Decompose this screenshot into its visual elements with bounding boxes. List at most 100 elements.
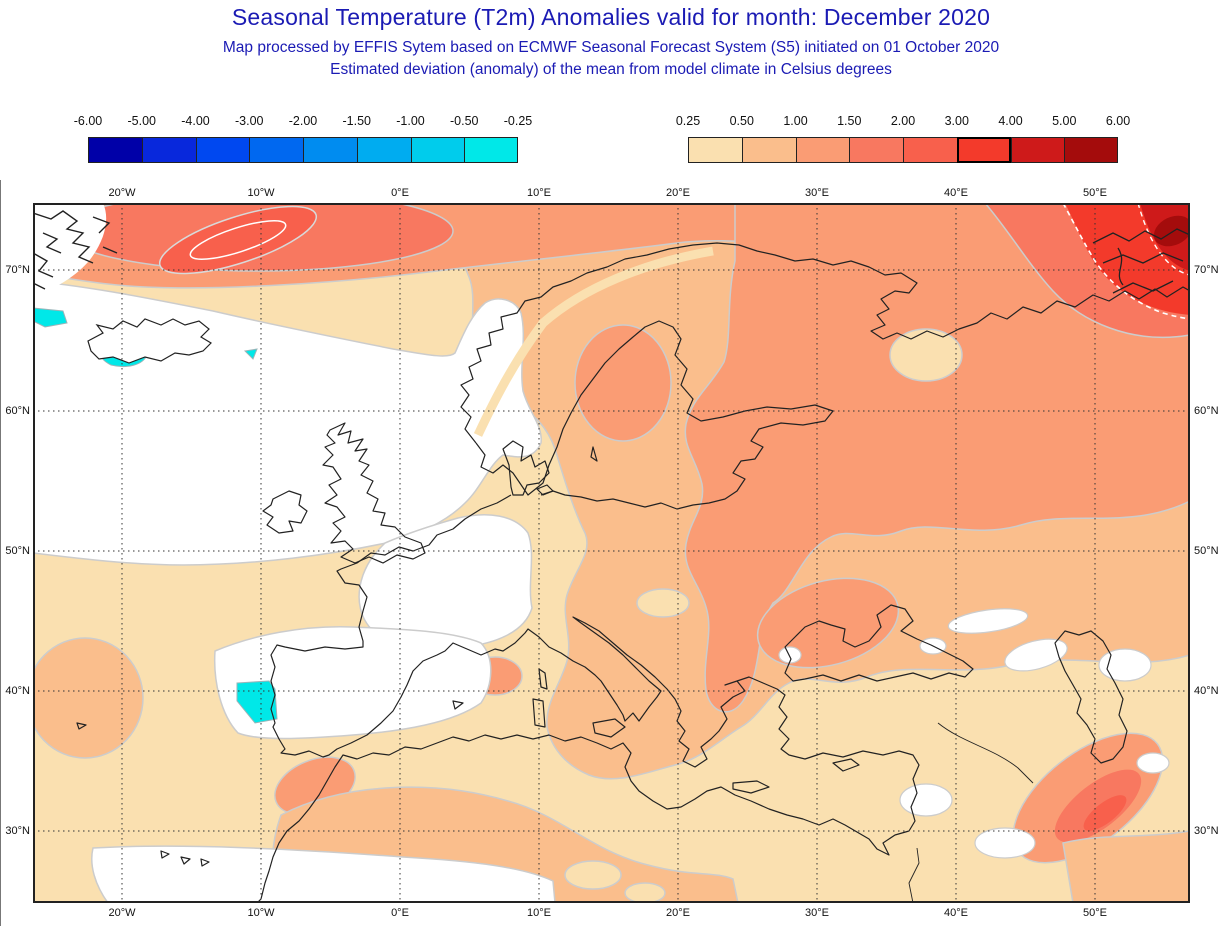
rivers: [908, 722, 1034, 903]
legend-tick-label: -0.50: [450, 114, 479, 128]
anomaly-map: [33, 203, 1190, 903]
lon-label-top: 30°E: [805, 187, 829, 199]
legend-tick-label: -1.50: [342, 114, 372, 128]
map-fill-salmon-sweden: [574, 324, 672, 442]
legend-tick-label: -2.00: [288, 114, 318, 128]
lon-label-bottom: 10°W: [247, 907, 275, 919]
lon-label-bottom: 10°E: [527, 907, 551, 919]
coast-great-britain: [322, 422, 426, 564]
lat-label-right: 40°N: [1194, 685, 1219, 697]
legend-cell: [249, 137, 303, 163]
lat-label-right: 60°N: [1194, 405, 1219, 417]
contour-dashed-white-1: [1062, 203, 1190, 320]
map-fill-tan-patch-libya1: [564, 860, 622, 890]
map-fill-tan-norway-coast: [473, 246, 714, 437]
lon-label-top: 10°E: [527, 187, 551, 199]
coast-europe-mediterranean-africa: [256, 494, 920, 903]
legend-cell: [141, 137, 196, 163]
coast-greenland-scribbles: [33, 210, 118, 290]
lon-label-bottom: 50°E: [1083, 907, 1107, 919]
legend-positive-colorbar: [688, 137, 1118, 163]
coast-atlantic-islands: [76, 722, 210, 867]
coast-ireland: [262, 490, 308, 534]
legend-tick-label: -0.25: [503, 114, 533, 128]
legend-cell: [849, 137, 903, 163]
lon-label-top: 20°W: [108, 187, 136, 199]
subtitle-source: Map processed by EFFIS Sytem based on EC…: [222, 39, 1000, 56]
lon-label-top: 40°E: [944, 187, 968, 199]
legend-cell: [795, 137, 850, 163]
legend-tick-label: -4.00: [181, 114, 210, 128]
lat-label-left: 40°N: [5, 685, 30, 697]
map-frame: [33, 203, 1190, 903]
page-title: Seasonal Temperature (T2m) Anomalies val…: [231, 4, 991, 30]
legend-tick-label: 1.50: [837, 114, 862, 128]
lon-label-top: 20°E: [666, 187, 690, 199]
legend-cell: [1010, 137, 1065, 163]
subtitle-units: Estimated deviation (anomaly) of the mea…: [330, 61, 892, 78]
legend-cell: [303, 137, 357, 163]
legend-tick-label: 0.25: [675, 114, 701, 128]
map-svg: [33, 203, 1190, 903]
map-white-iberia-north: [213, 625, 492, 740]
coast-islands-mediterranean: [452, 446, 860, 794]
coast-scandinavia-barents: [460, 242, 1190, 444]
coast-denmark: [502, 440, 554, 496]
map-fill-tan-patch-ne: [889, 328, 963, 382]
legend-tick-label: 4.00: [998, 114, 1023, 128]
legend-cell: [688, 137, 742, 163]
lon-label-top: 0°E: [391, 187, 409, 199]
map-white-canary-ocean: [91, 845, 556, 903]
map-fill-peach-se-corner: [1062, 830, 1190, 903]
lon-label-bottom: 0°E: [391, 907, 409, 919]
legend-tick-label: 5.00: [1052, 114, 1077, 128]
lat-label-left: 50°N: [5, 545, 30, 557]
legend-cell: [410, 137, 465, 163]
legend-cell: [741, 137, 796, 163]
legend-cell: [88, 137, 142, 163]
lat-label-left: 60°N: [5, 405, 30, 417]
map-fill-tan-patch-balkans: [636, 588, 690, 618]
legend-cell: [464, 137, 518, 163]
lat-label-left: 70°N: [5, 264, 30, 276]
legend-cell: [195, 137, 250, 163]
lon-label-bottom: 20°W: [108, 907, 136, 919]
legend-cell: [356, 137, 411, 163]
lon-label-bottom: 30°E: [805, 907, 829, 919]
lon-label-top: 10°W: [247, 187, 275, 199]
red-anomaly-oval: [158, 205, 318, 275]
map-fill-tan-patch-libya2: [624, 882, 666, 903]
coast-novaya-zemlya-scribbles: [1092, 228, 1190, 294]
legend-tick-label: -1.00: [396, 114, 425, 128]
legend-negative-colorbar: [88, 137, 518, 163]
coast-black-sea: [784, 604, 974, 682]
map-white-middle-east-patches: [778, 608, 1170, 859]
legend-tick-label: 1.00: [783, 114, 808, 128]
legend-tick-label: -3.00: [235, 114, 264, 128]
lat-label-right: 70°N: [1194, 264, 1219, 276]
lat-label-right: 50°N: [1194, 545, 1219, 557]
legend-tick-label: 0.50: [729, 114, 754, 128]
legend-tick-label: -5.00: [127, 114, 157, 128]
coast-baltic: [475, 320, 834, 510]
lon-label-bottom: 20°E: [666, 907, 690, 919]
lon-label-top: 50°E: [1083, 187, 1107, 199]
legend-tick-label: -6.00: [73, 114, 103, 128]
legend-tick-label: 3.00: [944, 114, 969, 128]
legend-tick-label: 2.00: [890, 114, 916, 128]
legend-cell: [903, 137, 957, 163]
persian-gulf-hotspot: [1012, 732, 1164, 864]
coastlines: [76, 242, 1190, 903]
window-left-border: [0, 180, 1, 926]
graticule-grid: [33, 203, 1190, 903]
coast-iceland: [87, 318, 212, 364]
legend-cell: [956, 137, 1011, 163]
contour-dashed-white-2: [1137, 203, 1190, 276]
map-fill-peach-atlantic-south: [33, 637, 144, 759]
lon-label-bottom: 40°E: [944, 907, 968, 919]
legend-tick-label: 6.00: [1105, 114, 1131, 128]
map-white-greenland-corner: [33, 203, 107, 295]
legend-cell: [1064, 137, 1118, 163]
lat-label-left: 30°N: [5, 825, 30, 837]
